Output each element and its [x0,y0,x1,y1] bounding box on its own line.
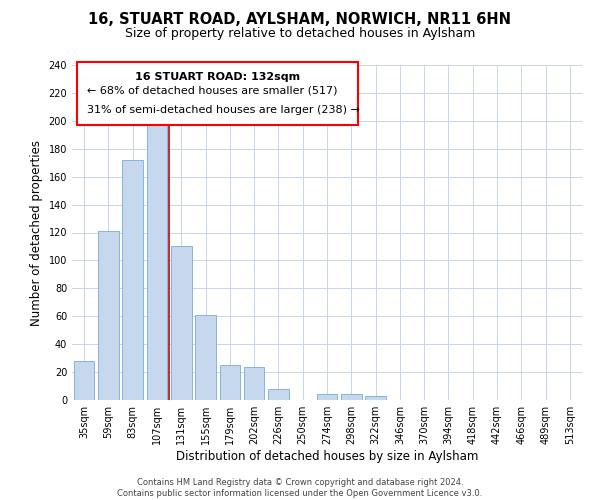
Bar [98,231,119,400]
Text: 16 STUART ROAD: 132sqm: 16 STUART ROAD: 132sqm [135,72,300,82]
Text: 16, STUART ROAD, AYLSHAM, NORWICH, NR11 6HN: 16, STUART ROAD, AYLSHAM, NORWICH, NR11 … [89,12,511,28]
Bar [317,394,337,400]
Bar [146,125,167,400]
Bar [244,366,265,400]
Text: ← 68% of detached houses are smaller (517): ← 68% of detached houses are smaller (51… [88,85,338,95]
Bar [74,361,94,400]
Bar [365,396,386,400]
Text: 31% of semi-detached houses are larger (238) →: 31% of semi-detached houses are larger (… [88,105,360,115]
Bar [122,160,143,400]
X-axis label: Distribution of detached houses by size in Aylsham: Distribution of detached houses by size … [176,450,478,463]
Text: Size of property relative to detached houses in Aylsham: Size of property relative to detached ho… [125,28,475,40]
Bar [341,394,362,400]
Bar [220,365,240,400]
Text: Contains HM Land Registry data © Crown copyright and database right 2024.
Contai: Contains HM Land Registry data © Crown c… [118,478,482,498]
Bar [268,389,289,400]
FancyBboxPatch shape [77,62,358,126]
Bar [195,315,216,400]
Y-axis label: Number of detached properties: Number of detached properties [30,140,43,326]
Bar [171,246,191,400]
